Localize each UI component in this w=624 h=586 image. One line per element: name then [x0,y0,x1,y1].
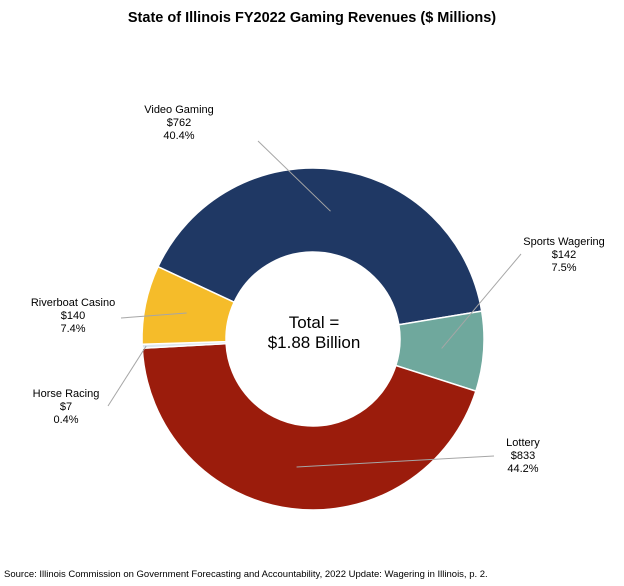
slice-percent: 0.4% [53,414,79,426]
slice-video-gaming [157,167,483,326]
center-label-line2: $1.88 Billion [267,333,361,352]
slice-label-sports-wagering: Sports Wagering $142 7.5% [510,236,618,275]
slice-percent: 7.5% [551,262,577,274]
center-label-line1: Total = [288,313,340,332]
slice-riverboat-casino [141,265,236,345]
slice-value: $833 [510,450,536,462]
slice-name: Video Gaming [144,104,214,116]
slice-percent: 44.2% [507,463,539,475]
slice-label-video-gaming: Video Gaming $762 40.4% [137,104,221,143]
slice-label-lottery: Lottery $833 44.2% [498,437,548,476]
leader-line-lottery [296,455,495,468]
leader-line-horse-racing [107,345,147,407]
slice-name: Riverboat Casino [30,297,116,309]
slice-value: $140 [60,310,86,322]
slice-percent: 7.4% [60,323,86,335]
slice-value: $7 [59,401,73,413]
slice-percent: 40.4% [163,130,195,142]
source-note: Source: Illinois Commission on Governmen… [4,569,488,580]
leader-line-video-gaming [257,140,331,212]
slice-name: Horse Racing [32,388,100,400]
slice-value: $762 [166,117,192,129]
slice-name: Sports Wagering [523,236,605,248]
center-label: Total = $1.88 Billion [234,313,394,353]
leader-line-riverboat-casino [120,312,187,319]
slice-name: Lottery [506,437,540,449]
slice-label-horse-racing: Horse Racing $7 0.4% [26,388,106,427]
slice-value: $142 [551,249,577,261]
slice-label-riverboat-casino: Riverboat Casino $140 7.4% [24,297,122,336]
leader-line-sports-wagering [441,253,522,349]
slice-lottery [141,342,477,511]
chart-title: State of Illinois FY2022 Gaming Revenues… [127,10,497,26]
